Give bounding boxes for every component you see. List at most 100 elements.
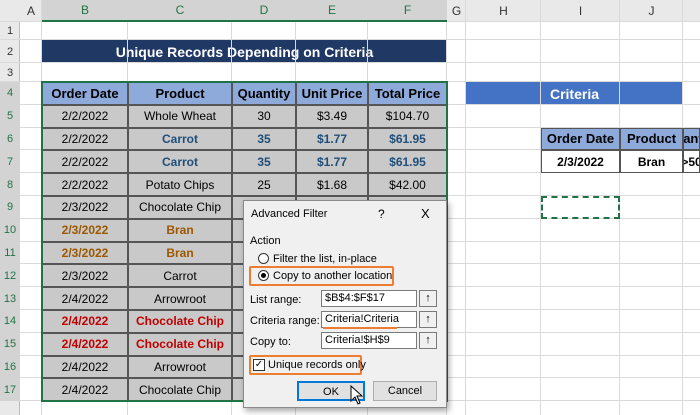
unique-label[interactable]: Unique records only	[268, 359, 366, 371]
highlight-box	[249, 355, 362, 375]
table-cell: Chocolate Chip	[128, 332, 232, 356]
row-header: 1	[6, 25, 14, 37]
range-picker[interactable]: ↑	[419, 332, 437, 349]
advanced-filter-dialog: Advanced Filter ? X Action Filter the li…	[243, 200, 447, 408]
list-range-label: List range:	[250, 294, 302, 306]
help-button[interactable]: ?	[378, 207, 385, 221]
table-cell: Arrowroot	[128, 287, 232, 310]
row-header: 11	[0, 241, 20, 265]
range-picker[interactable]: ↑	[419, 311, 437, 328]
column-header: A	[26, 4, 35, 18]
table-header: Order Date	[42, 82, 128, 105]
table-cell: Arrowroot	[128, 355, 232, 379]
row-header: 10	[0, 218, 20, 242]
table-cell: Chocolate Chip	[128, 196, 232, 219]
grid-line	[0, 62, 700, 63]
table-cell: $104.70	[368, 104, 447, 128]
highlight-underline	[323, 327, 397, 329]
criteria-header: Order Date	[541, 127, 620, 151]
table-cell: Bran	[128, 218, 232, 242]
table-cell: 2/3/2022	[42, 241, 128, 265]
row-header: 7	[0, 150, 20, 174]
table-header: Quantity	[232, 82, 296, 105]
checkbox[interactable]: ✓	[253, 359, 265, 371]
radio-copy[interactable]	[258, 270, 269, 281]
table-cell: Potato Chips	[128, 173, 232, 196]
column-header: D	[232, 0, 296, 22]
table-cell: 35	[232, 127, 296, 151]
table-cell: 2/4/2022	[42, 287, 128, 310]
table-cell: $1.77	[296, 150, 368, 174]
criteria-range-label: Criteria range:	[250, 315, 320, 327]
grid-line	[0, 39, 700, 40]
row-header: 2	[6, 45, 14, 58]
table-header: Product	[128, 82, 232, 105]
column-header: J	[648, 4, 655, 18]
criteria-cell: Bran	[620, 150, 683, 174]
row-header: 4	[0, 82, 20, 105]
table-cell: $3.49	[296, 104, 368, 128]
row-header: 15	[0, 332, 20, 356]
table-cell: Bran	[128, 241, 232, 265]
column-header: B	[42, 0, 128, 22]
criteria-title: Criteria	[466, 82, 683, 105]
table-cell: Chocolate Chip	[128, 310, 232, 333]
table-cell: Whole Wheat	[128, 104, 232, 128]
option-filter[interactable]: Filter the list, in-place	[273, 253, 377, 265]
table-cell: 2/4/2022	[42, 378, 128, 402]
column-header: E	[296, 0, 368, 22]
table-cell: 25	[232, 173, 296, 196]
grid-line	[465, 0, 466, 415]
close-button[interactable]: X	[421, 206, 430, 221]
criteria-header: Quantity	[683, 127, 700, 151]
action-label: Action	[250, 235, 281, 247]
column-header: H	[499, 4, 508, 18]
column-header: F	[368, 0, 447, 22]
copy-to-input[interactable]: Criteria!$H$9	[321, 332, 417, 349]
table-cell: 2/2/2022	[42, 127, 128, 151]
row-header: 3	[6, 66, 14, 79]
copy-to-label: Copy to:	[250, 336, 291, 348]
ok-button[interactable]: OK	[297, 381, 365, 401]
mouse-cursor	[350, 385, 364, 405]
copy-marquee	[541, 196, 620, 219]
table-cell: 2/3/2022	[42, 196, 128, 219]
table-cell: $61.95	[368, 150, 447, 174]
row-header: 16	[0, 355, 20, 379]
list-range-input[interactable]: $B$4:$F$17	[321, 290, 417, 307]
row-header: 5	[0, 104, 20, 128]
row-header: 6	[0, 127, 20, 151]
criteria-range-input[interactable]: Criteria!Criteria	[321, 311, 417, 328]
criteria-cell: 2/3/2022	[541, 150, 620, 174]
criteria-cell: >50	[683, 150, 700, 174]
dialog-title: Advanced Filter	[251, 208, 328, 220]
table-cell: Chocolate Chip	[128, 378, 232, 402]
table-cell: $1.68	[296, 173, 368, 196]
column-header: I	[578, 4, 583, 18]
column-header: C	[128, 0, 232, 22]
criteria-header: Product	[620, 127, 683, 151]
row-header: 13	[0, 287, 20, 310]
cancel-button[interactable]: Cancel	[373, 381, 437, 401]
table-cell: $1.77	[296, 127, 368, 151]
row-header: 17	[0, 378, 20, 402]
range-picker[interactable]: ↑	[419, 290, 437, 307]
radio-filter[interactable]	[258, 253, 269, 264]
table-cell: Carrot	[128, 150, 232, 174]
row-header: 9	[0, 196, 20, 219]
column-header: G	[451, 4, 462, 18]
row-header: 12	[0, 264, 20, 288]
option-copy[interactable]: Copy to another location	[273, 270, 393, 282]
table-cell: 2/3/2022	[42, 264, 128, 288]
radio-dot	[261, 273, 266, 278]
table-cell: $61.95	[368, 127, 447, 151]
table-cell: Carrot	[128, 127, 232, 151]
sheet-title: Unique Records Depending on Criteria	[42, 40, 447, 63]
row-header: 8	[0, 173, 20, 196]
grid-line	[540, 0, 541, 415]
table-cell: 2/4/2022	[42, 310, 128, 333]
table-header: Unit Price	[296, 82, 368, 105]
grid-line	[682, 0, 683, 415]
table-cell: Carrot	[128, 264, 232, 288]
